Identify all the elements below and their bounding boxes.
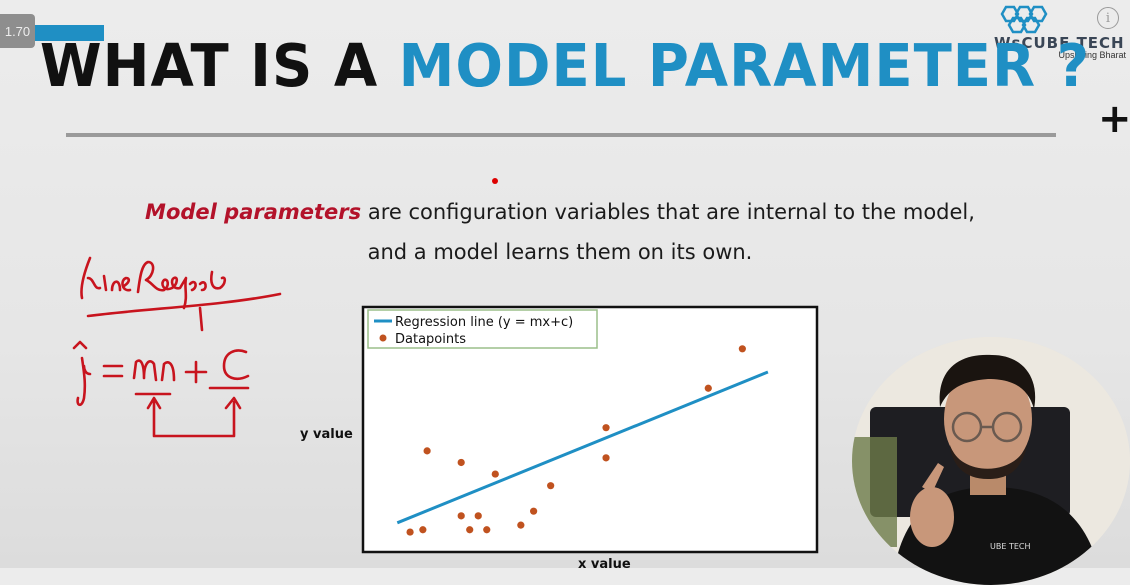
datapoint-7 [491, 470, 499, 478]
y-axis-label: y value [300, 427, 353, 442]
brand-tagline: Upskilling Bharat [1058, 50, 1126, 60]
video-progress-bar[interactable] [35, 25, 104, 41]
regression-line [396, 370, 769, 525]
presenter-video-icon: UBE TECH [852, 337, 1130, 585]
datapoint-4 [466, 526, 474, 534]
datapoint-0 [406, 528, 414, 536]
slide-title: WHAT IS A MODEL PARAMETER ? [0, 32, 1130, 100]
title-part-dark: WHAT IS A [39, 32, 399, 101]
legend-regression-label: Regression line (y = mx+c) [395, 315, 573, 330]
datapoint-5 [474, 512, 482, 520]
svg-text:UBE TECH: UBE TECH [990, 542, 1030, 551]
datapoint-11 [602, 424, 610, 432]
datapoint-14 [738, 345, 746, 353]
datapoint-13 [704, 384, 712, 392]
datapoint-10 [547, 482, 555, 490]
definition-highlight: Model parameters [145, 200, 362, 224]
info-icon[interactable]: i [1097, 7, 1119, 29]
definition-line1: are configuration variables that are int… [361, 200, 975, 224]
definition-line2: and a model learns them on its own. [367, 240, 753, 264]
brand-name: WsCUBE TECH [994, 34, 1125, 52]
title-divider [66, 133, 1056, 137]
x-axis-label: x value [578, 557, 631, 568]
legend-point-swatch [379, 334, 387, 342]
datapoint-12 [602, 454, 610, 462]
plus-icon: + [1098, 96, 1130, 142]
datapoint-1 [419, 526, 427, 534]
datapoint-9 [530, 507, 538, 515]
regression-chart: Regression line (y = mx+c) Datapoints y … [300, 305, 819, 568]
datapoint-15 [457, 458, 465, 467]
legend-datapoints-label: Datapoints [395, 332, 466, 347]
datapoint-3 [457, 512, 465, 520]
playback-speed-badge[interactable]: 1.70 [0, 14, 35, 48]
datapoint-2 [423, 447, 431, 455]
handwritten-annotation [72, 256, 282, 438]
title-part-blue: MODEL PARAMETER ? [398, 32, 1091, 101]
datapoint-6 [483, 526, 491, 534]
laser-pointer-dot [492, 178, 498, 184]
datapoint-8 [517, 521, 525, 529]
chart-legend [367, 309, 598, 349]
presenter-webcam: UBE TECH [852, 337, 1130, 585]
definition-text: Model parameters are configuration varia… [60, 192, 1060, 272]
brand-logo: WsCUBE TECH Upskilling Bharat [994, 4, 1128, 64]
hexagon-logo-icon [1000, 5, 1048, 34]
